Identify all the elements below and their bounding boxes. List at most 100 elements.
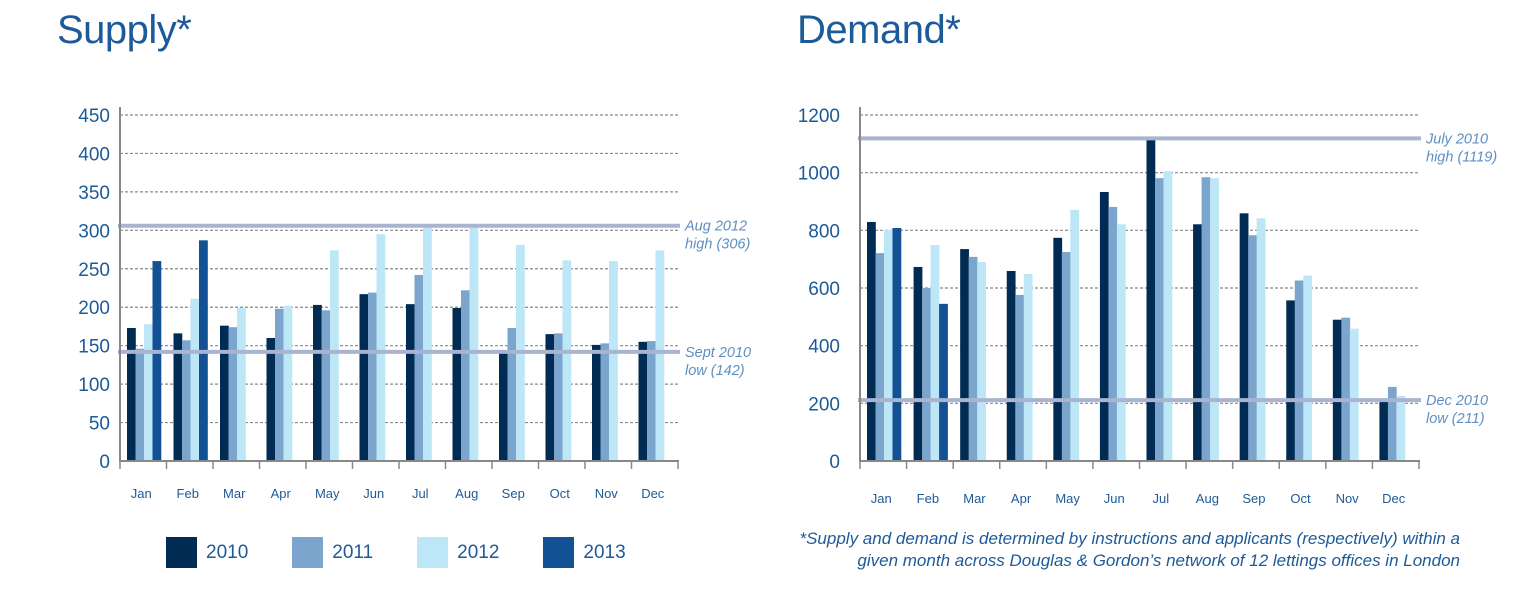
demand-chart-title: Demand* [797, 8, 961, 52]
legend-label-2012: 2012 [457, 541, 500, 563]
supply-annotation-line1: Aug 2012 [684, 219, 747, 235]
demand-annotation-line2: high (1119) [1426, 149, 1497, 165]
demand-bar-2012-feb [930, 245, 940, 461]
demand-y-tick-label: 1200 [798, 106, 840, 127]
legend: 2010 2011 2012 2013 [166, 537, 670, 568]
demand-annotation-line2: low (211) [1426, 411, 1485, 427]
legend-item-2012: 2012 [417, 537, 499, 568]
demand-bar-2010-oct [1286, 300, 1296, 461]
supply-bar-2011-aug [461, 290, 470, 461]
supply-bar-2010-aug [452, 307, 462, 461]
supply-bar-2012-apr [283, 305, 293, 461]
demand-bar-2011-jul [1155, 178, 1164, 461]
demand-bar-2013-feb [939, 303, 948, 461]
demand-x-tick-label: Dec [1382, 491, 1406, 506]
demand-bar-2011-mar [968, 256, 978, 461]
supply-x-tick-label: Jun [363, 486, 384, 501]
demand-x-tick-label: Sep [1242, 491, 1265, 506]
supply-y-tick-label: 400 [78, 144, 110, 165]
demand-bar-2010-jun [1099, 191, 1109, 462]
demand-bar-2012-dec [1396, 395, 1406, 461]
supply-y-tick-label: 200 [78, 298, 110, 319]
demand-x-tick-label: Jun [1104, 491, 1125, 506]
supply-bar-2011-jan [135, 348, 145, 461]
supply-x-tick-label: Aug [455, 486, 478, 501]
demand-bar-2010-dec [1379, 400, 1389, 461]
demand-x-tick-label: Jan [871, 491, 892, 506]
demand-bar-2011-dec [1387, 386, 1397, 461]
demand-x-tick-label: Mar [963, 491, 986, 506]
demand-bar-2012-nov [1349, 328, 1359, 461]
supply-bar-2012-mar [237, 307, 246, 461]
legend-label-2013: 2013 [583, 541, 626, 563]
supply-y-tick-label: 350 [78, 183, 110, 204]
supply-bar-2010-sep [499, 351, 508, 461]
demand-bar-2010-mar [960, 249, 969, 461]
supply-bar-2010-oct [545, 334, 555, 461]
demand-bar-2012-jan [884, 230, 893, 461]
supply-bar-2012-dec [655, 250, 665, 461]
legend-label-2011: 2011 [332, 541, 374, 563]
demand-bar-2010-may [1053, 237, 1063, 461]
legend-swatch-2013 [543, 537, 575, 568]
footnote-line-1: *Supply and demand is determined by inst… [799, 529, 1460, 548]
supply-bar-2011-apr [275, 308, 284, 461]
demand-bar-2010-feb [913, 266, 923, 461]
demand-bar-2010-aug [1193, 224, 1202, 461]
supply-y-tick-label: 450 [78, 106, 110, 127]
supply-x-tick-label: Apr [271, 486, 292, 501]
supply-bar-2011-jul [414, 274, 424, 461]
supply-x-tick-label: Oct [550, 486, 571, 501]
legend-label-2010: 2010 [206, 541, 249, 563]
supply-bar-2010-may [313, 304, 322, 461]
supply-y-tick-label: 250 [78, 260, 110, 281]
supply-bar-2012-aug [469, 225, 479, 461]
demand-bar-2011-apr [1015, 294, 1025, 461]
supply-x-tick-label: Jan [131, 486, 152, 501]
demand-x-tick-label: Jul [1152, 491, 1169, 506]
supply-x-tick-label: May [315, 486, 340, 501]
legend-swatch-2012 [417, 537, 449, 568]
demand-y-tick-label: 400 [808, 337, 840, 358]
supply-bar-2011-dec [647, 341, 656, 461]
supply-bar-2010-jul [406, 304, 415, 461]
supply-bar-2010-dec [638, 341, 648, 461]
demand-bar-2012-apr [1023, 273, 1033, 461]
demand-x-tick-label: Aug [1196, 491, 1219, 506]
demand-bar-2011-oct [1294, 280, 1304, 461]
supply-bar-2010-nov [592, 344, 601, 461]
supply-bar-2010-jun [359, 294, 369, 461]
demand-annotation-line1: July 2010 [1425, 131, 1488, 147]
legend-swatch-2010 [166, 537, 197, 568]
supply-bar-2011-sep [507, 327, 517, 461]
supply-x-tick-label: Nov [595, 486, 619, 501]
demand-y-tick-label: 1000 [798, 164, 840, 185]
supply-y-tick-label: 100 [78, 375, 110, 396]
supply-annotation-line1: Sept 2010 [685, 345, 751, 361]
demand-bar-2010-apr [1006, 270, 1016, 461]
demand-x-tick-label: Apr [1011, 491, 1032, 506]
supply-bar-2011-nov [600, 343, 610, 461]
demand-y-tick-label: 200 [808, 394, 840, 415]
demand-bar-2012-oct [1303, 275, 1313, 461]
supply-chart: 0 50 100 150 200 250 300 350 400 450 Aug 2012 high … [78, 106, 751, 501]
demand-bar-2010-nov [1332, 319, 1342, 461]
supply-bar-2012-jun [376, 234, 386, 461]
supply-bar-2011-oct [554, 333, 563, 461]
demand-bar-2011-aug [1201, 177, 1211, 461]
demand-bar-2011-jan [875, 253, 885, 461]
demand-y-tick-label: 800 [808, 221, 840, 242]
demand-bar-2012-sep [1256, 218, 1266, 461]
demand-bar-2011-jun [1108, 206, 1118, 461]
footnote-line-2: given month across Douglas & Gordon’s ne… [857, 551, 1460, 570]
supply-bar-2010-jan [127, 327, 136, 461]
supply-bar-2012-nov [609, 261, 618, 461]
supply-x-tick-label: Dec [641, 486, 665, 501]
demand-annotation-line1: Dec 2010 [1426, 393, 1488, 409]
supply-bar-2012-jul [423, 226, 432, 461]
supply-bar-2010-mar [220, 325, 229, 461]
demand-x-tick-label: May [1055, 491, 1080, 506]
supply-bar-2012-jan [144, 324, 153, 461]
demand-bar-2012-jul [1163, 171, 1173, 461]
demand-bar-2010-jul [1146, 138, 1156, 462]
